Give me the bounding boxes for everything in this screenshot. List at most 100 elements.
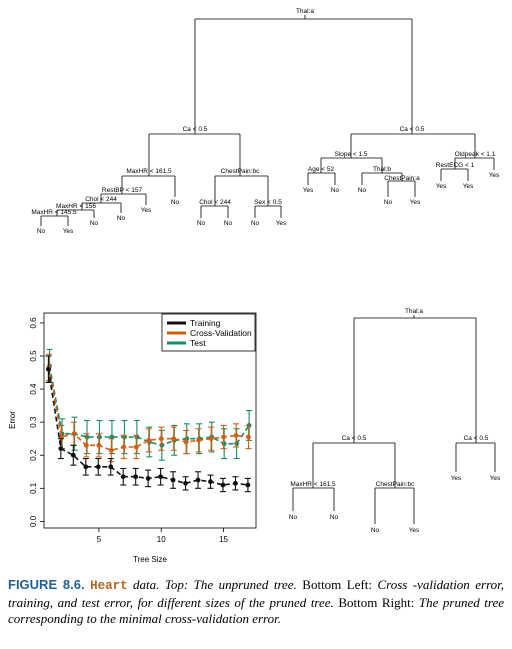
tree-node-label: ChestPain:bc — [376, 481, 415, 488]
cross-validation-point — [246, 434, 251, 440]
test-point — [84, 434, 90, 440]
cross-validation-point — [121, 444, 127, 450]
tree-leaf-label: Yes — [410, 199, 421, 206]
tree-leaf-label: Yes — [463, 183, 474, 190]
cross-validation-point — [71, 431, 77, 437]
cross-validation-point — [221, 434, 226, 440]
tree-leaf-label: No — [330, 514, 339, 521]
training-point — [83, 464, 89, 470]
test-point — [234, 441, 240, 447]
tree-leaf-label: No — [358, 187, 367, 194]
y-tick-label: 0.4 — [29, 383, 38, 395]
tree-leaf-label: No — [224, 220, 233, 227]
tree-leaf-label: No — [331, 187, 340, 194]
cross-validation-point — [196, 437, 202, 443]
cross-validation-series-line — [48, 367, 249, 452]
tree-node-label: ChestPain:bc — [221, 168, 260, 175]
tree-node-label: MaxHR < 161.5 — [290, 481, 336, 488]
cross-validation-point — [108, 447, 114, 453]
caption-text: data. Top: — [127, 577, 194, 592]
cross-validation-point — [233, 432, 239, 438]
tree-leaf-label: Yes — [489, 172, 500, 179]
cross-validation-point — [96, 442, 102, 448]
caption-text: Cross -validation error, training, and t… — [8, 577, 505, 610]
tree-leaf-label: No — [371, 527, 380, 534]
legend-label-cross-validation: Cross-Validation — [190, 328, 252, 338]
cross-validation-point — [208, 436, 214, 442]
tree-node-label: Thal:b — [373, 166, 391, 173]
tree-node-label: Thal:a — [296, 8, 314, 15]
tree-node-label: Ca < 0.5 — [464, 435, 489, 442]
y-tick-label: 0.5 — [29, 350, 38, 362]
caption-text: The pruned tree corresponding to the min… — [8, 594, 504, 627]
tree-leaf-label: Yes — [303, 187, 314, 194]
test-point — [159, 442, 165, 448]
tree-node-label: Thal:a — [405, 308, 423, 315]
tree-node-label: Age < 52 — [308, 166, 335, 173]
chart-axes: 5 10 15 0.0 0.1 0.2 0.3 0.4 0.5 0.6 — [29, 317, 229, 544]
training-point — [145, 475, 151, 481]
cross-validation-point — [146, 437, 152, 443]
training-point — [183, 480, 188, 486]
tree-node-label: Chol < 244 — [85, 196, 117, 203]
tree-node-label: RestECG < 1 — [436, 162, 475, 169]
tree-node-label: Ca < 0.5 — [342, 435, 367, 442]
tree-node-label: RestBP < 157 — [102, 187, 143, 194]
tree-leaf-label: Yes — [63, 228, 74, 235]
training-point — [95, 464, 101, 470]
error-chart: 5 10 15 0.0 0.1 0.2 0.3 0.4 0.5 0.6 Tree Size Err… — [8, 312, 257, 564]
tree-node-label: Ca < 0.5 — [183, 126, 208, 133]
caption-text: Bottom Right: — [333, 594, 419, 610]
cross-validation-point — [133, 444, 139, 450]
chart-legend: Training Cross-Validation Test — [161, 313, 256, 352]
cross-validation-point — [84, 442, 89, 448]
figure-canvas: Thal:a Ca < 0.5 Ca < 0.5 MaxHR < 161.5 C… — [8, 8, 501, 564]
y-tick-label: 0.1 — [29, 482, 38, 494]
tree-leaf-label: No — [90, 220, 99, 227]
tree-leaf-label: Yes — [141, 207, 152, 214]
tree-node-label: Chol < 244 — [199, 199, 231, 206]
tree-leaf-label: Yes — [451, 475, 462, 482]
legend-label-training: Training — [190, 318, 221, 328]
figure-caption: FIGURE 8.6. Heart data. Top: The unprune… — [8, 577, 504, 628]
test-series-line — [48, 365, 250, 447]
test-point — [221, 441, 227, 447]
tree-leaf-label: Yes — [276, 220, 287, 227]
training-point — [45, 366, 51, 372]
tree-node-label: MaxHR < 145.5 — [31, 209, 77, 216]
y-tick-label: 0.6 — [29, 317, 38, 329]
legend-label-test: Test — [190, 338, 206, 348]
training-point — [70, 452, 76, 458]
dataset-name: Heart — [90, 579, 128, 593]
training-point — [108, 464, 114, 470]
cross-validation-point — [171, 436, 177, 442]
y-tick-label: 0.2 — [29, 449, 38, 461]
tree-node-label: MaxHR < 156 — [56, 203, 96, 210]
y-axis-label: Error — [8, 411, 17, 429]
tree-leaf-label: No — [37, 228, 46, 235]
tree-leaf-label: No — [289, 514, 298, 521]
unpruned-tree — [40, 15, 495, 226]
unpruned-tree-labels: Thal:a Ca < 0.5 Ca < 0.5 MaxHR < 161.5 C… — [31, 8, 500, 235]
x-tick-label: 5 — [97, 535, 102, 544]
training-point — [170, 477, 176, 483]
x-axis-label: Tree Size — [133, 555, 167, 564]
training-point — [120, 474, 126, 480]
tree-leaf-label: No — [197, 220, 206, 227]
training-point — [158, 474, 164, 480]
plot-frame — [43, 312, 257, 529]
tree-node-label: ChestPain:a — [384, 175, 420, 182]
training-point — [58, 446, 64, 452]
training-point — [133, 474, 139, 480]
caption-text: Bottom Left: — [296, 577, 378, 592]
tree-leaf-label: Yes — [436, 183, 447, 190]
figure-label: FIGURE 8.6. — [8, 577, 85, 592]
cross-validation-point — [183, 439, 189, 445]
tree-leaf-label: Yes — [490, 475, 501, 482]
caption-text: The unpruned tree. — [193, 577, 297, 592]
tree-leaf-label: No — [384, 199, 393, 206]
cross-validation-point — [158, 436, 164, 442]
tree-node-label: Oldpeak < 1.1 — [455, 151, 496, 158]
pruned-tree — [292, 315, 496, 524]
tree-leaf-label: No — [171, 199, 180, 206]
